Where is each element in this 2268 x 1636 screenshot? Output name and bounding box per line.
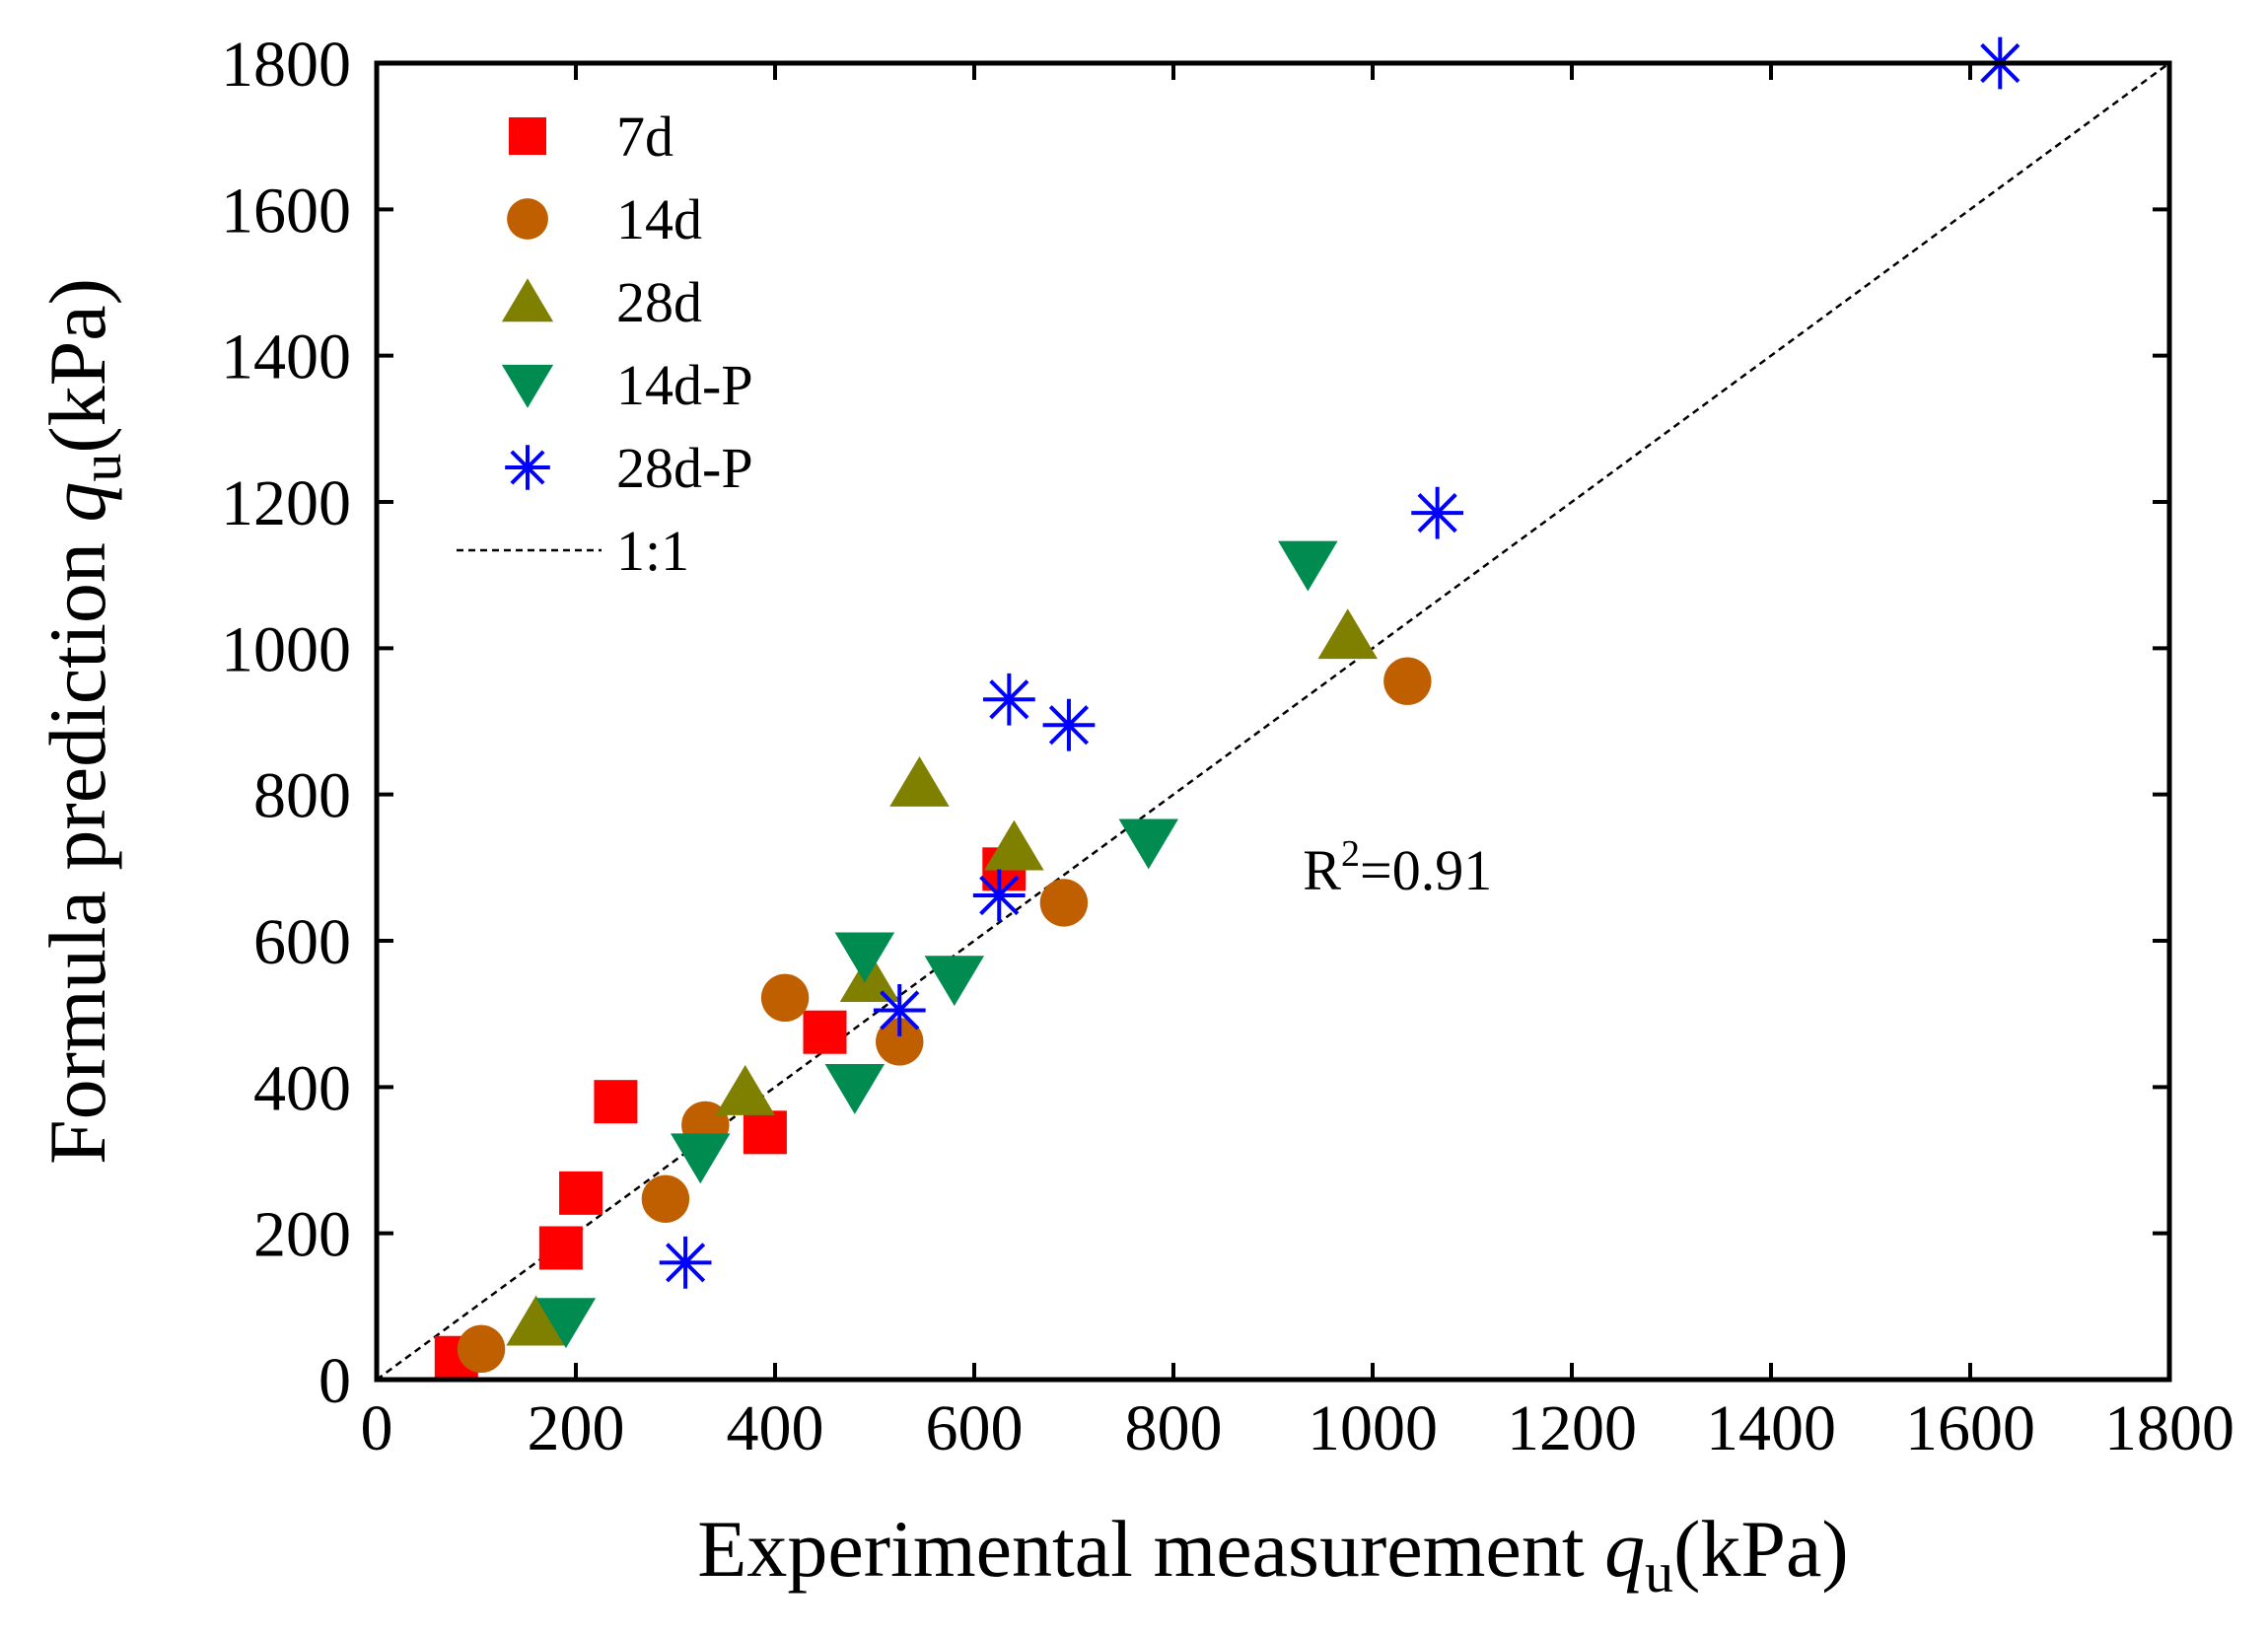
point-28d-4 — [889, 756, 950, 807]
point-28d-1 — [506, 1295, 566, 1346]
point-14d-7 — [1383, 657, 1432, 705]
x-tick-label: 1000 — [1308, 1392, 1438, 1464]
legend-marker-28d — [501, 278, 554, 322]
point-14d-1 — [457, 1324, 506, 1374]
point-28d-3 — [839, 952, 900, 1002]
legend-label-7d: 7d — [616, 105, 673, 169]
point-28d-p-2 — [873, 984, 926, 1036]
x-tick-label: 1200 — [1507, 1392, 1637, 1464]
point-28d-5 — [984, 819, 1044, 871]
y-axis-title: Formula prediction qu(kPa) — [33, 278, 133, 1165]
point-14d-5 — [876, 1018, 924, 1066]
y-tick-label: 200 — [253, 1199, 351, 1271]
x-tick-label: 400 — [727, 1392, 824, 1464]
point-28d-p-3 — [972, 869, 1026, 922]
point-7d-2 — [538, 1226, 583, 1270]
x-tick-label: 1600 — [1905, 1392, 2035, 1464]
legend-marker-14d — [507, 198, 548, 240]
legend-label-14d: 14d — [616, 187, 702, 251]
legend: 7d 14d 28d 14d-P 28d-P 1:1 — [457, 105, 753, 583]
point-28d-p-1 — [659, 1236, 712, 1289]
point-14d-4 — [760, 973, 810, 1023]
point-28d-6 — [1317, 608, 1378, 660]
y-tick-label: 1600 — [221, 175, 351, 247]
y-tick-label: 600 — [253, 906, 351, 978]
y-tick-label: 1000 — [221, 613, 351, 685]
point-28d-p-4 — [982, 673, 1035, 726]
x-tick-label: 200 — [528, 1392, 625, 1464]
x-tick-label: 800 — [1125, 1392, 1223, 1464]
reference-line-1-1 — [376, 61, 2170, 1382]
point-7d-4 — [594, 1080, 638, 1124]
point-28d-p-6 — [1411, 486, 1464, 539]
x-tick-label: 0 — [361, 1392, 393, 1464]
x-axis-title: Experimental measurement qu(kPa) — [697, 1504, 1848, 1604]
point-28d-2 — [715, 1065, 775, 1115]
point-14d-6 — [1039, 879, 1089, 927]
y-tick-label: 800 — [253, 760, 351, 832]
plot-area-frame — [374, 60, 2172, 1383]
y-tick-label: 0 — [319, 1345, 351, 1417]
point-14d-p-2 — [671, 1133, 731, 1184]
legend-label-1-1: 1:1 — [616, 519, 689, 583]
point-14d-p-3 — [824, 1063, 886, 1114]
legend-label-14d-p: 14d-P — [616, 353, 753, 417]
legend-marker-14d-p — [501, 364, 554, 408]
point-7d-5 — [743, 1110, 787, 1155]
legend-label-28d-p: 28d-P — [616, 436, 753, 500]
y-tick-label: 1800 — [221, 29, 351, 101]
point-14d-2 — [641, 1174, 690, 1224]
point-7d-3 — [559, 1171, 603, 1215]
point-14d-p-6 — [1118, 818, 1178, 870]
y-tick-label: 1400 — [221, 321, 351, 393]
legend-marker-7d — [509, 117, 546, 155]
r-squared-annotation: R2=0.91 — [1303, 833, 1492, 902]
point-14d-p-7 — [1278, 540, 1338, 592]
x-tick-label: 600 — [926, 1392, 1024, 1464]
y-tick-label: 1200 — [221, 467, 351, 539]
x-tick-label: 1800 — [2104, 1392, 2234, 1464]
point-14d-p-1 — [535, 1298, 597, 1349]
y-tick-label: 400 — [253, 1052, 351, 1124]
x-tick-label: 1400 — [1706, 1392, 1836, 1464]
legend-marker-28d-p — [505, 445, 550, 490]
legend-label-28d: 28d — [616, 270, 702, 334]
point-7d-6 — [803, 1010, 847, 1054]
point-28d-p-5 — [1042, 698, 1096, 751]
point-14d-p-5 — [924, 956, 985, 1007]
point-14d-p-4 — [834, 932, 895, 983]
